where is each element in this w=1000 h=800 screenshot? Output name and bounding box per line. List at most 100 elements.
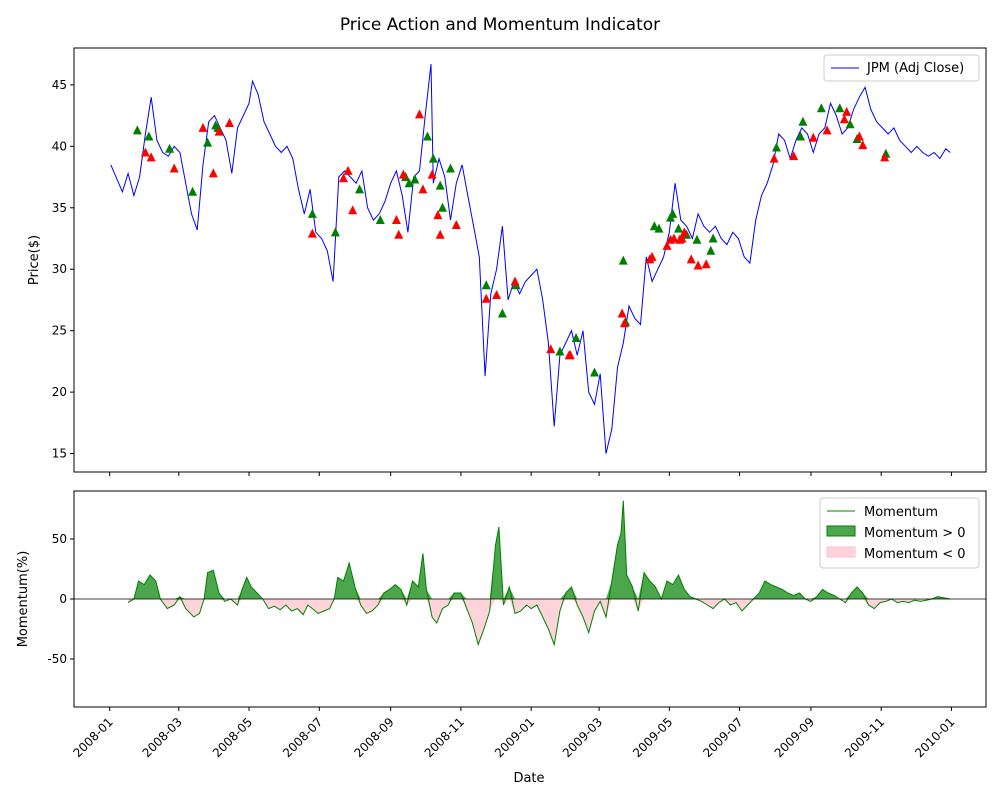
price-legend: JPM (Adj Close) [823,54,980,82]
sell-signal-marker [348,205,358,215]
momentum-legend-label: Momentum [864,505,938,520]
price-legend-box [823,54,980,82]
sell-signal-marker [451,219,461,229]
momentum-legend-negative-swatch [826,546,856,558]
buy-signal-marker [307,208,317,218]
sell-signal-marker [492,290,502,300]
momentum-line [127,500,951,647]
sell-signal-marker [391,215,401,225]
sell-signal-marker [198,122,208,132]
sell-signal-marker [481,293,491,303]
x-tick-label: 2009-07 [700,715,745,760]
sell-signal-marker [693,260,703,270]
buy-signal-marker [188,186,198,196]
sell-signal-marker [769,153,779,163]
sell-signal-marker [854,131,864,141]
sell-signal-marker [842,106,852,116]
buy-signal-marker [771,142,781,152]
sell-signal-marker [617,308,627,318]
x-tick-label: 2009-01 [492,715,537,760]
buy-signal-marker [555,346,565,356]
sell-signal-marker [208,168,218,178]
buy-signal-marker [674,223,684,233]
price-y-tick-label: 20 [52,385,67,399]
sell-signal-marker [679,227,689,237]
sell-signal-marker [839,114,849,124]
x-tick-label: 2008-11 [422,715,467,760]
sell-signal-marker [789,151,799,161]
momentum-y-tick-label: -50 [47,652,67,666]
sell-signal-marker [565,350,575,360]
buy-signal-marker [798,116,808,126]
buy-signal-marker [649,221,659,231]
buy-signal-marker [423,131,433,141]
sell-signal-marker [858,140,868,150]
sell-signal-marker [686,254,696,264]
x-tick-label: 2008-05 [210,715,255,760]
sell-signal-marker [822,125,832,135]
sell-signal-marker [146,152,156,162]
sell-signal-marker [343,165,353,175]
sell-signal-marker [433,210,443,220]
buy-signal-marker [845,119,855,129]
buy-signal-marker [481,280,491,290]
sell-signal-marker [669,233,679,243]
price-y-tick-label: 45 [52,78,67,92]
buy-signal-marker [708,233,718,243]
buy-signal-marker [446,163,456,173]
sell-signal-marker [140,147,150,157]
sell-signal-marker [394,229,404,239]
buy-signal-marker [435,180,445,190]
momentum-legend-box [819,497,980,569]
price-legend-label: JPM (Adj Close) [866,61,964,76]
x-tick-label: 2008-09 [351,715,396,760]
sell-signal-marker [510,276,520,286]
buy-signal-marker [692,234,702,244]
sell-signal-marker [619,318,629,328]
buy-signal-marker [654,223,664,233]
buy-signal-marker [330,227,340,237]
sell-signal-marker [307,228,317,238]
buy-signal-marker [706,245,716,255]
sell-signal-marker [662,240,672,250]
x-tick-label: 2009-09 [772,715,817,760]
price-y-tick-label: 25 [52,324,67,338]
buy-signal-marker [835,103,845,113]
sell-signal-marker [427,169,437,179]
sell-signal-marker [880,152,890,162]
buy-signal-marker [165,143,175,153]
momentum-panel: -50 0 50 2008-01 2008-03 2008-05 2008-07 2008-0… [47,490,987,760]
momentum-positive-area [128,500,951,599]
sell-signal-marker [435,229,445,239]
momentum-y-tick-label: 50 [52,532,67,546]
buy-signal-marker [796,131,806,141]
buy-signal-marker [437,202,447,212]
sell-signal-marker [418,184,428,194]
buy-signal-marker [355,184,365,194]
sell-signal-marker [169,163,179,173]
sell-signal-marker [677,233,687,243]
buy-signal-marker [132,125,142,135]
price-y-tick-label: 35 [52,201,67,215]
price-y-tick-label: 30 [52,262,67,276]
momentum-y-axis-label: Momentum(%) [16,551,31,648]
x-tick-label: 2010-01 [912,715,957,760]
buy-signal-marker [404,178,414,188]
buy-signal-marker [144,131,154,141]
momentum-legend-label: Momentum < 0 [864,547,966,562]
sell-signal-marker [338,173,348,183]
momentum-y-tick-label: 0 [59,592,67,606]
buy-signal-marker [497,308,507,318]
sell-signal-marker [398,169,408,179]
sell-signal-marker [808,132,818,142]
sell-signal-marker [224,117,234,127]
price-y-axis-label: Price($) [27,235,42,285]
x-axis-label: Date [513,771,544,786]
momentum-negative-area [128,599,951,645]
momentum-legend: Momentum Momentum > 0 Momentum < 0 [819,497,980,569]
sell-signal-marker [647,251,657,261]
buy-signal-marker [816,103,826,113]
sell-signal-marker [546,344,556,354]
sell-signal-marker [414,109,424,119]
